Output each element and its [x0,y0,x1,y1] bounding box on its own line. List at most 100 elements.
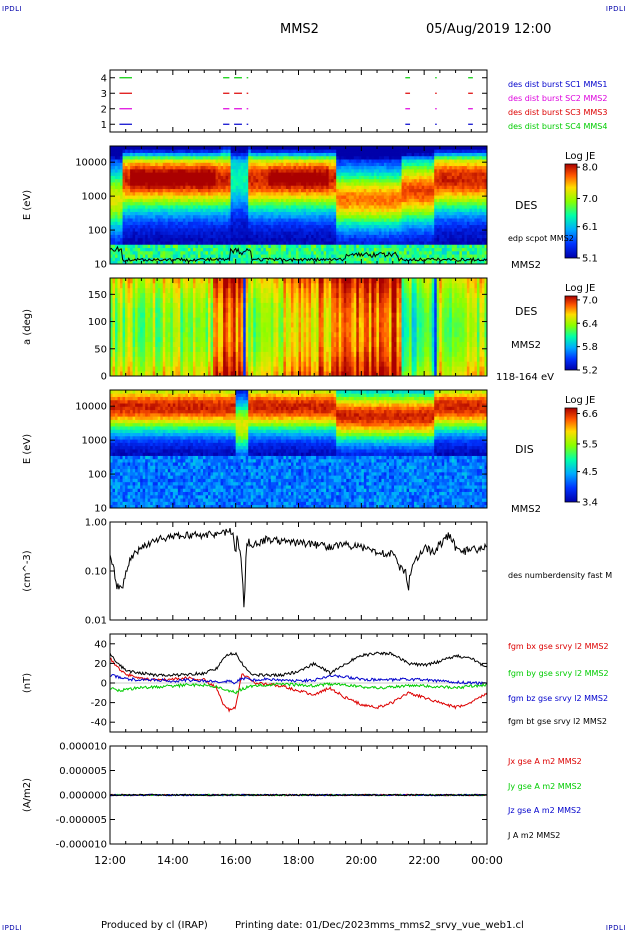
dis_energy-ytick-0: 10 [94,504,107,515]
current-ytick-2: 0.000000 [59,791,107,802]
burst-ytick-3: 4 [101,73,107,84]
des-energy-overlay-label: edp scpot MMS2 [508,234,574,243]
current-legend-0: Jx gse A m2 MMS2 [507,757,582,766]
dis_energy-colorbar-tick-0: 6.6 [582,409,598,420]
des_pitch-colorbar: Log JE7.06.45.85.2 [565,283,598,377]
des-pitch-energy-range: 118-164 eV [496,372,554,383]
dis_energy-spectrogram [110,390,487,508]
dis_energy-colorbar-tick-1: 5.5 [582,439,598,450]
x-tick-label-2: 16:00 [220,854,252,867]
des_energy-ytick-0: 10 [94,260,107,271]
chart-stack: 1234des dist burst SC1 MMS1des dist burs… [0,0,630,934]
bfield-ytick-1: -20 [91,698,107,709]
bfield-legend-1: fgm by gse srvy l2 MMS2 [508,669,609,678]
bfield-series-1 [110,683,487,694]
density-legend: des numberdensity fast M [508,571,612,580]
dis_energy-ytick-1: 100 [88,470,107,481]
density-frame [110,522,487,620]
dis_energy-colorbar-tick-2: 4.5 [582,467,598,478]
density-ytick-2: 1.00 [85,518,107,529]
dis_energy-colorbar-title: Log JE [565,395,595,406]
des_energy-colorbar-tick-1: 7.0 [582,194,598,205]
des_pitch-ytick-0: 0 [101,372,107,383]
burst-legend-1: des dist burst SC1 MMS1 [508,80,607,89]
bfield-legend-3: fgm bt gse srvy l2 MMS2 [508,717,607,726]
density-ytick-1: 0.10 [85,567,107,578]
bfield-ytick-0: -40 [91,718,107,729]
des-pitch-labels: DES MMS2 118-164 eV [496,305,554,383]
x-tick-label-4: 20:00 [345,854,377,867]
des_pitch-colorbar-tick-2: 5.8 [582,342,598,353]
des-energy-labels: DES edp scpot MMS2 MMS2 [508,199,574,271]
x-tick-label-6: 00:00 [471,854,503,867]
bfield-ylabel: (nT) [22,673,33,693]
des_pitch-ytick-3: 150 [88,290,107,301]
des_pitch-ylabel: a (deg) [22,309,33,345]
burst-ytick-2: 3 [101,89,107,100]
x-tick-label-0: 12:00 [94,854,126,867]
burst-axes: 1 2 3 4 [101,70,487,132]
des_energy-colorbar-tick-0: 8.0 [582,163,598,174]
dis_energy-colorbar-tick-3: 3.4 [582,498,598,509]
footer-file-name: mms_mms2_srvy_vue_web1.cl [370,920,524,931]
des_energy-colorbar-tick-3: 5.1 [582,254,598,265]
bfield-series-3 [110,652,487,676]
current-ytick-0: -0.000010 [56,840,107,851]
des_pitch-ytick-2: 100 [88,317,107,328]
des_energy-colorbar: Log JE8.0 7.0 6.1 5.1 [565,151,598,265]
dis_energy-colorbar-scale [565,408,577,502]
dis_energy-ytick-3: 10000 [75,402,107,413]
dis-energy-sc-label: MMS2 [511,504,541,515]
des_energy-spectrogram [110,146,487,264]
current-ytick-4: 0.000010 [59,742,107,753]
burst-frame [110,70,487,132]
des_energy-ytick-2: 1000 [82,192,107,203]
burst-legend-3: des dist burst SC3 MMS3 [508,108,607,117]
x-axis-labels: 12:00 14:00 16:00 18:00 20:00 22:00 00:00 [94,854,503,867]
burst-legend-2: des dist burst SC2 MMS2 [508,94,607,103]
burst-legend-4: des dist burst SC4 MMS4 [508,122,607,131]
dis-energy-labels: DIS MMS2 [511,443,541,515]
footer-printing-date: Printing date: 01/Dec/2023 [235,920,370,931]
density-series [110,528,487,607]
bfield-legend-2: fgm bz gse srvy l2 MMS2 [508,694,608,703]
footer-produced-by: Produced by cl (IRAP) [101,920,208,931]
current-legend-2: Jz gse A m2 MMS2 [507,806,581,815]
des-pitch-right-label: DES [515,305,537,318]
current-ytick-1: -0.000005 [56,815,107,826]
dis_energy-ytick-2: 1000 [82,436,107,447]
dis_energy-ylabel: E (eV) [22,434,33,464]
des_energy-ytick-1: 100 [88,226,107,237]
bfield-ytick-4: 40 [94,639,107,650]
des-pitch-sc-label: MMS2 [511,340,541,351]
des-energy-sc-label: MMS2 [511,260,541,271]
des_pitch-spectrogram [110,278,487,376]
des_pitch-colorbar-scale [565,296,577,370]
x-tick-label-5: 22:00 [408,854,440,867]
dis-energy-right-label: DIS [515,443,534,456]
current-ytick-3: 0.000005 [59,766,107,777]
current-legend-1: Jy gse A m2 MMS2 [507,782,582,791]
des_energy-ylabel: E (eV) [22,190,33,220]
des_energy-colorbar-title: Log JE [565,151,595,162]
current-legend-3: J A m2 MMS2 [507,831,560,840]
des_pitch-colorbar-tick-0: 7.0 [582,295,598,306]
burst-legend: des dist burst SC1 MMS1 des dist burst SC… [508,80,607,131]
burst-ytick-0: 1 [101,120,107,131]
density-axes: 0.010.101.00(cm^-3) [22,518,487,627]
x-tick-label-1: 14:00 [157,854,189,867]
des_pitch-colorbar-title: Log JE [565,283,595,294]
burst-ytick-1: 2 [101,104,107,115]
bfield-ytick-3: 20 [94,659,107,670]
des_energy-colorbar-tick-2: 6.1 [582,222,598,233]
dis_energy-colorbar: Log JE 6.6 5.5 4.5 3.4 [565,395,598,509]
burst-marks [119,78,472,125]
current-ylabel: (A/m2) [22,778,33,812]
des_energy-colorbar-scale [565,164,577,258]
des_pitch-ytick-1: 50 [94,344,107,355]
bfield-legend-0: fgm bx gse srvy l2 MMS2 [508,642,609,651]
density-ytick-0: 0.01 [85,616,107,627]
des_pitch-colorbar-tick-3: 5.2 [582,366,598,377]
des-energy-right-label: DES [515,199,537,212]
x-tick-label-3: 18:00 [283,854,315,867]
